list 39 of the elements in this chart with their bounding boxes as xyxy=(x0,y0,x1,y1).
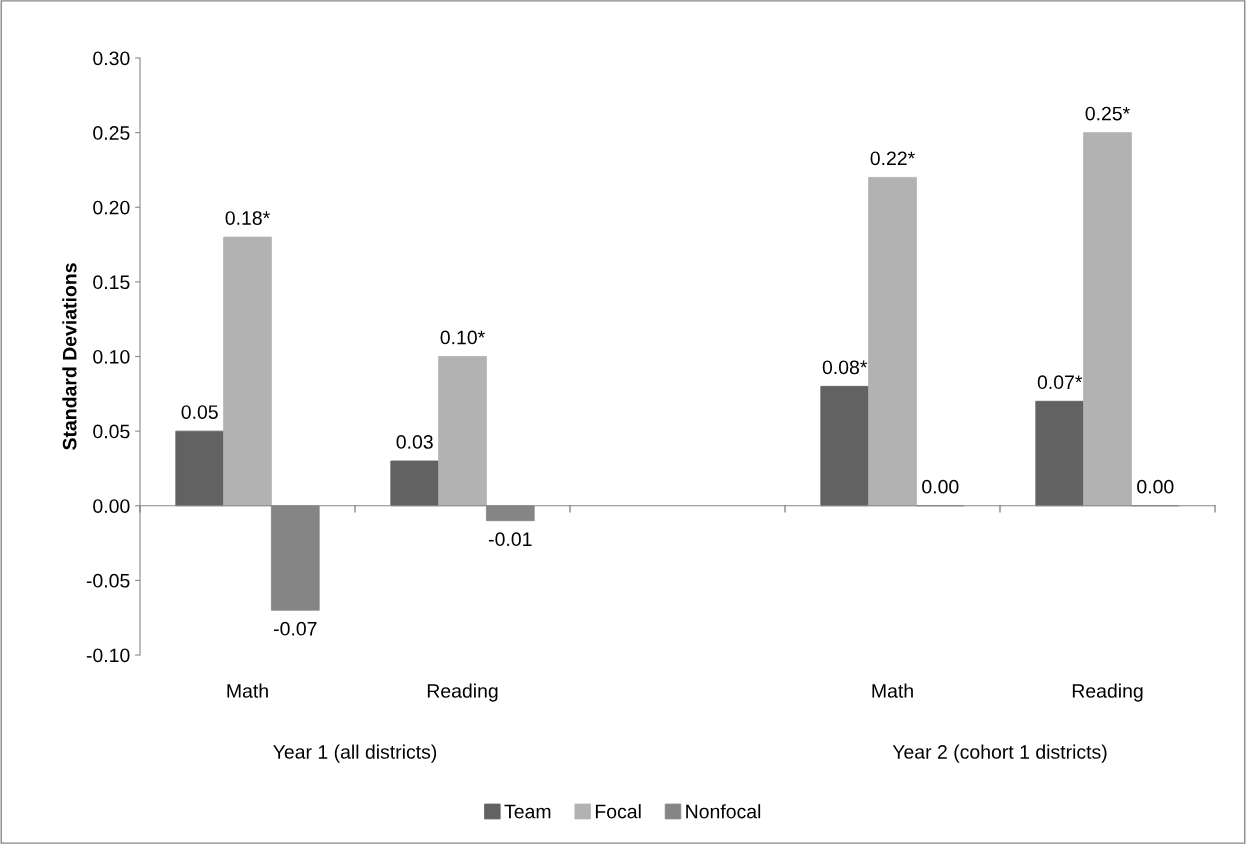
data-label: 0.00 xyxy=(1137,479,1174,494)
bar xyxy=(175,430,225,507)
data-label: 0.18* xyxy=(225,211,270,225)
bar xyxy=(1083,132,1132,507)
bar xyxy=(390,460,440,507)
data-label: 0.22* xyxy=(870,151,915,166)
data-label: 0.05 xyxy=(181,405,218,419)
data-label: 0.08* xyxy=(822,360,868,375)
bar xyxy=(1035,400,1085,507)
legend-label: Focal xyxy=(595,804,641,819)
bar xyxy=(438,356,487,507)
text: Year 1 (all districts) xyxy=(273,744,437,763)
data-label: 0.03 xyxy=(396,435,433,449)
text: 0.10 xyxy=(93,349,130,364)
data-label: -0.07 xyxy=(274,621,317,636)
text: 0.00 xyxy=(93,499,130,513)
data-label: 0.25* xyxy=(1085,106,1130,121)
text: 0.20 xyxy=(93,200,130,215)
text: -0.10 xyxy=(86,648,130,663)
bar xyxy=(868,176,917,507)
data-label: 0.10* xyxy=(440,330,485,345)
x-tick-label: Math xyxy=(872,683,913,698)
bar xyxy=(820,385,870,507)
text: 0.25 xyxy=(93,126,130,140)
legend-label: Team xyxy=(504,804,551,819)
data-label: 0.00 xyxy=(922,479,959,494)
x-tick-label: Math xyxy=(227,683,268,698)
y-axis-title: Standard Deviations xyxy=(62,263,77,450)
text: 0.30 xyxy=(93,51,130,66)
text: Year 2 (cohort 1 districts) xyxy=(892,744,1107,763)
legend-label: Nonfocal xyxy=(686,804,761,819)
text: -0.05 xyxy=(86,573,130,588)
text: 0.05 xyxy=(93,424,130,439)
text: 0.15 xyxy=(93,275,130,290)
bar xyxy=(223,236,272,507)
x-tick-label: Reading xyxy=(1072,683,1143,702)
data-label: 0.07* xyxy=(1037,375,1083,390)
data-label: -0.01 xyxy=(489,532,532,547)
x-tick-label: Reading xyxy=(427,683,498,702)
